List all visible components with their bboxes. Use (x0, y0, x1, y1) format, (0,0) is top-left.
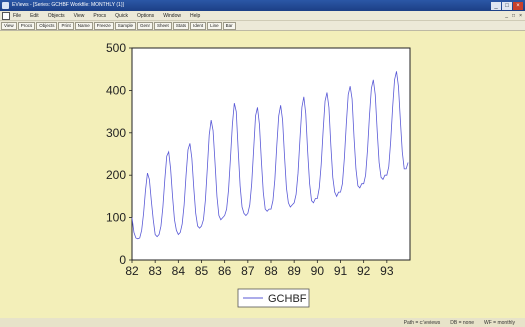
y-tick-label: 500 (106, 41, 126, 55)
toolbar-ident-button[interactable]: Ident (190, 21, 207, 30)
toolbar-line-button[interactable]: Line (207, 21, 222, 30)
menu-window[interactable]: Window (163, 12, 181, 19)
minimize-button[interactable]: _ (491, 1, 501, 10)
window-controls: _ □ × (491, 1, 523, 10)
status-path: Path = c:\eviews (403, 319, 441, 326)
x-tick-label: 92 (357, 264, 371, 278)
toolbar-stats-button[interactable]: Stats (172, 21, 190, 30)
y-tick-label: 300 (106, 126, 126, 140)
legend-label: GCHBF (268, 293, 307, 305)
toolbar-freeze-button[interactable]: Freeze (93, 21, 114, 30)
x-tick-label: 91 (334, 264, 348, 278)
menu-help[interactable]: Help (189, 12, 201, 19)
toolbar-sample-button[interactable]: Sample (114, 21, 137, 30)
line-chart: 0 100 200 300 400 500 82 83 84 85 86 87 88 89 90 91 92 9… (106, 41, 411, 308)
title-bar: EViews - [Series: GCHBF Workfile: MONTHL… (0, 0, 525, 11)
toolbar-bar-button[interactable]: Bar (222, 21, 236, 30)
maximize-button[interactable]: □ (502, 1, 512, 10)
toolbar-print-button[interactable]: Print (58, 21, 74, 30)
y-tick-label: 100 (106, 211, 126, 225)
document-window-controls: _ □ × (505, 13, 522, 19)
legend-box (237, 288, 310, 308)
x-tick-label: 89 (287, 264, 301, 278)
y-tick-label: 0 (119, 253, 126, 267)
window-title: EViews - [Series: GCHBF Workfile: MONTHL… (12, 2, 124, 8)
doc-restore-button[interactable]: □ (512, 12, 516, 19)
x-tick-label: 85 (195, 264, 209, 278)
menu-bar: File Edit Objects View Procs Quick Optio… (0, 11, 525, 21)
menu-quick[interactable]: Quick (115, 12, 128, 19)
toolbar-objects-button[interactable]: Objects (36, 21, 58, 30)
menu-file[interactable]: File (13, 12, 22, 19)
doc-close-button[interactable]: × (519, 12, 522, 19)
eviews-app-icon (2, 2, 9, 9)
status-db: DB = none (450, 319, 475, 326)
series-line-gchbf (131, 71, 409, 240)
menu-options[interactable]: Options (136, 12, 155, 19)
y-axis: 0 100 200 300 400 500 (106, 41, 132, 267)
menu-procs[interactable]: Procs (93, 12, 107, 19)
x-tick-label: 82 (125, 264, 139, 278)
status-wf: WF = monthly (484, 319, 515, 326)
toolbar-genr-button[interactable]: Genr (137, 21, 154, 30)
object-toolbar: View Procs Objects Print Name Freeze Sam… (0, 21, 525, 31)
x-tick-label: 86 (218, 264, 232, 278)
x-tick-label: 90 (311, 264, 325, 278)
close-button[interactable]: × (513, 1, 523, 10)
x-tick-label: 93 (380, 264, 394, 278)
toolbar-name-button[interactable]: Name (74, 21, 93, 30)
doc-minimize-button[interactable]: _ (505, 12, 509, 19)
status-bar: Path = c:\eviews DB = none WF = monthly (0, 318, 525, 327)
toolbar-procs-button[interactable]: Procs (17, 21, 36, 30)
toolbar-view-button[interactable]: View (1, 21, 17, 30)
x-axis: 82 83 84 85 86 87 88 89 90 91 92 93 (125, 260, 394, 278)
x-tick-label: 83 (148, 264, 162, 278)
x-tick-label: 84 (172, 264, 186, 278)
y-tick-label: 400 (106, 83, 126, 97)
plot-frame (131, 47, 411, 261)
document-icon[interactable] (2, 11, 10, 20)
legend: GCHBF (237, 288, 310, 308)
x-tick-label: 88 (264, 264, 278, 278)
y-tick-label: 200 (106, 168, 126, 182)
toolbar-sheet-button[interactable]: Sheet (154, 21, 172, 30)
menu-view[interactable]: View (73, 12, 85, 19)
menu-objects[interactable]: Objects (47, 12, 65, 19)
graph-view: 0 100 200 300 400 500 82 83 84 85 86 87 88 89 90 91 92 9… (0, 31, 525, 319)
x-tick-label: 87 (241, 264, 255, 278)
menu-edit[interactable]: Edit (30, 12, 39, 19)
